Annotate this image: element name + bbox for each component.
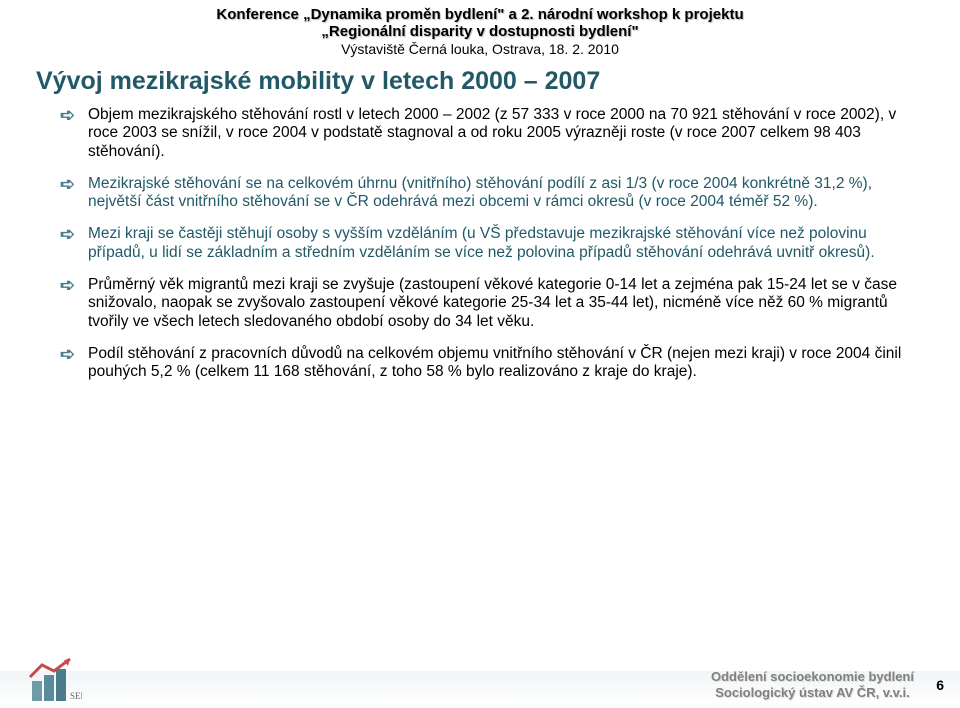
- bullet-text: Průměrný věk migrantů mezi kraji se zvyš…: [88, 276, 912, 331]
- bullet-arrow-icon: ➪: [60, 225, 82, 243]
- footer-text: Oddělení socioekonomie bydlení Sociologi…: [711, 669, 914, 702]
- bullet-text: Podíl stěhování z pracovních důvodů na c…: [88, 345, 912, 382]
- header-line2: „Regionální disparity v dostupnosti bydl…: [20, 23, 940, 40]
- bullet-item: ➪ Podíl stěhování z pracovních důvodů na …: [60, 345, 912, 382]
- bullet-arrow-icon: ➪: [60, 276, 82, 294]
- bullet-text: Objem mezikrajského stěhování rostl v le…: [88, 106, 912, 161]
- bullet-item: ➪ Průměrný věk migrantů mezi kraji se zvy…: [60, 276, 912, 331]
- slide-footer: SEB Oddělení socioekonomie bydlení Socio…: [0, 651, 960, 707]
- bullet-item: ➪ Mezikrajské stěhování se na celkovém úh…: [60, 175, 912, 212]
- bullet-item: ➪ Objem mezikrajského stěhování rostl v l…: [60, 106, 912, 161]
- header-line1: Konference „Dynamika proměn bydlení" a 2…: [20, 6, 940, 23]
- footer-line1: Oddělení socioekonomie bydlení: [711, 669, 914, 685]
- footer-line2: Sociologický ústav AV ČR, v.v.i.: [711, 685, 914, 701]
- svg-text:SEB: SEB: [70, 691, 82, 701]
- bullet-list: ➪ Objem mezikrajského stěhování rostl v l…: [0, 102, 960, 381]
- page-number: 6: [936, 677, 944, 693]
- bullet-arrow-icon: ➪: [60, 175, 82, 193]
- slide-header: Konference „Dynamika proměn bydlení" a 2…: [0, 0, 960, 59]
- bullet-item: ➪ Mezi kraji se častěji stěhují osoby s v…: [60, 225, 912, 262]
- bullet-arrow-icon: ➪: [60, 106, 82, 124]
- slide-title: Vývoj mezikrajské mobility v letech 2000…: [0, 59, 960, 102]
- footer-logo-icon: SEB: [26, 657, 82, 703]
- bullet-text: Mezi kraji se častěji stěhují osoby s vy…: [88, 225, 912, 262]
- header-sub: Výstaviště Černá louka, Ostrava, 18. 2. …: [20, 41, 940, 57]
- bullet-arrow-icon: ➪: [60, 345, 82, 363]
- bullet-text: Mezikrajské stěhování se na celkovém úhr…: [88, 175, 912, 212]
